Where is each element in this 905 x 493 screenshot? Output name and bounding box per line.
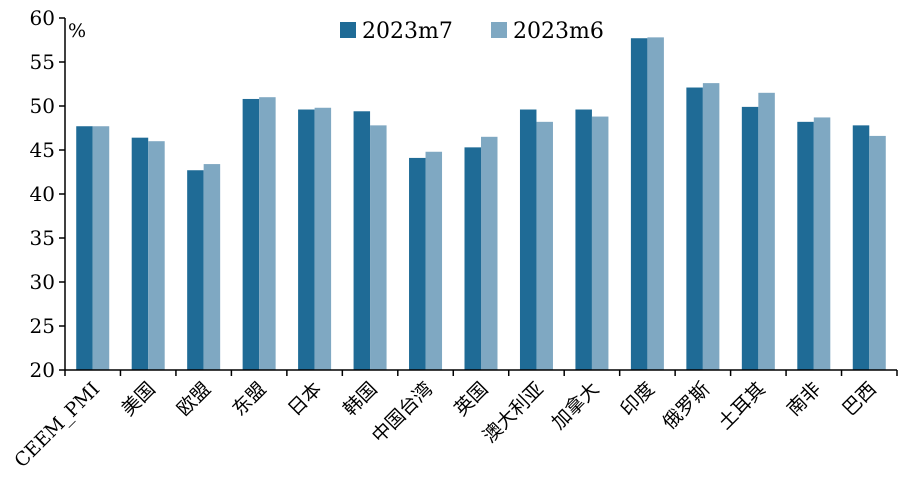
bar-2023m6-南非: [813, 117, 831, 370]
x-tick-label: 日本: [284, 378, 326, 420]
x-tick-label: 韩国: [339, 378, 381, 420]
bar-2023m6-中国台湾: [425, 151, 443, 370]
y-tick-label: 35: [30, 226, 55, 250]
y-tick-label: 50: [30, 94, 55, 118]
y-tick-label: 30: [30, 270, 55, 294]
x-tick-label: 中国台湾: [368, 378, 437, 447]
bar-2023m6-印度: [647, 37, 664, 371]
x-tick-label: 巴西: [838, 378, 880, 420]
bar-2023m7-韩国: [353, 111, 371, 370]
bar-2023m6-欧盟: [203, 164, 221, 370]
y-tick-label: 45: [30, 138, 55, 162]
y-tick-label: 60: [30, 6, 55, 30]
x-tick-label: CEEM_PMI: [10, 378, 104, 472]
x-tick-label: 土耳其: [714, 378, 770, 434]
legend-label-2023m6: 2023m6: [513, 19, 604, 44]
y-tick-label: 55: [30, 50, 55, 74]
bar-2023m6-CEEM_PMI: [92, 126, 110, 371]
y-tick-label: 40: [30, 182, 55, 206]
x-tick-label: 美国: [117, 378, 159, 420]
bar-2023m6-韩国: [370, 125, 387, 370]
bar-2023m7-巴西: [852, 125, 870, 370]
bar-2023m6-澳大利亚: [536, 121, 553, 370]
bar-2023m7-俄罗斯: [686, 87, 703, 371]
bar-2023m7-CEEM_PMI: [76, 126, 93, 371]
y-tick-label: 20: [30, 358, 55, 382]
legend-label-2023m7: 2023m7: [362, 19, 453, 44]
bar-2023m7-印度: [630, 38, 648, 371]
bar-2023m6-土耳其: [758, 92, 775, 371]
x-tick-label: 印度: [616, 378, 658, 420]
bar-2023m6-美国: [148, 141, 165, 370]
y-axis-unit-label: %: [68, 20, 86, 42]
bar-2023m7-日本: [298, 109, 315, 371]
legend-swatch-2023m6: [491, 22, 507, 38]
bar-2023m6-巴西: [869, 135, 886, 370]
bar-2023m7-加拿大: [575, 109, 592, 371]
x-tick-label: 南非: [783, 378, 825, 420]
bar-2023m7-澳大利亚: [519, 109, 537, 371]
bar-2023m6-东盟: [259, 97, 276, 370]
x-tick-label: 欧盟: [173, 378, 215, 420]
bar-2023m7-东盟: [242, 98, 260, 371]
bar-2023m7-美国: [131, 137, 149, 370]
bar-2023m7-英国: [464, 147, 481, 370]
bar-2023m6-日本: [314, 107, 332, 370]
legend: 2023m7 2023m6: [340, 19, 604, 44]
bar-2023m6-俄罗斯: [702, 83, 720, 371]
x-tick-label: 东盟: [228, 378, 270, 420]
bar-2023m7-欧盟: [187, 170, 204, 370]
y-axis: 20 25 30 35 40 45 50 55 60: [30, 6, 66, 382]
bar-2023m7-南非: [797, 121, 814, 370]
x-axis: CEEM_PMI 美国 欧盟 东盟 日本 韩国中国台湾 英国澳大利亚 加拿大 印度 俄罗斯 土耳其南…: [10, 369, 898, 472]
y-tick-label: 25: [30, 314, 55, 338]
bar-2023m7-土耳其: [741, 106, 759, 370]
bar-2023m7-中国台湾: [409, 157, 426, 370]
legend-swatch-2023m7: [340, 22, 356, 38]
bar-2023m6-加拿大: [591, 116, 609, 370]
x-tick-label: 英国: [450, 378, 492, 420]
x-tick-label: 加拿大: [547, 377, 604, 434]
x-tick-label: 澳大利亚: [479, 378, 548, 447]
x-tick-label: 俄罗斯: [659, 378, 715, 434]
bars: [76, 37, 886, 371]
bar-2023m6-英国: [481, 136, 498, 370]
